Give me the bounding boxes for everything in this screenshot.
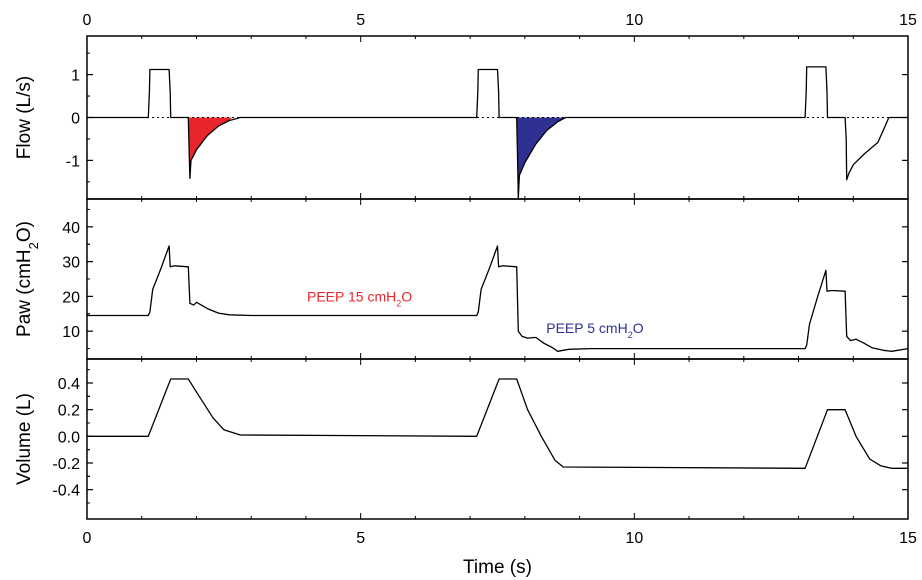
top-x-tick-label: 0 (83, 12, 92, 29)
peep-annotation-2: PEEP 5 cmH2O (546, 320, 643, 340)
bottom-x-tick-label: 5 (356, 530, 365, 547)
bottom-x-tick-label: 10 (625, 530, 643, 547)
paw-y-tick-label: 30 (62, 255, 80, 272)
peep-annotation-1: PEEP 15 cmH2O (307, 289, 412, 309)
panel-paw: 10 20 30 40 Paw (cmH2O) PEEP 15 cmH2O PEEP 5 c… (14, 199, 908, 359)
x-axis-label: Time (s) (463, 557, 532, 578)
flow-fill-1 (188, 118, 232, 179)
volume-y-tick-label: -0.2 (52, 456, 80, 473)
top-x-tick-label: 10 (625, 12, 643, 29)
flow-fill-2 (517, 118, 564, 199)
top-x-tick-label: 15 (899, 12, 917, 29)
volume-y-tick-label: 0.4 (58, 376, 80, 393)
bottom-x-tick-label: 0 (83, 530, 92, 547)
volume-trace (87, 379, 908, 468)
paw-y-tick-label: 40 (62, 220, 80, 237)
flow-y-tick-label: 0 (71, 111, 80, 128)
paw-plot-frame (87, 199, 908, 359)
flow-y-tick-label: 1 (71, 68, 80, 85)
paw-y-axis-label: Paw (cmH2O) (14, 221, 41, 337)
paw-y-tick-label: 10 (62, 324, 80, 341)
volume-y-tick-label: 0.0 (58, 429, 80, 446)
top-x-tick-label: 5 (356, 12, 365, 29)
flow-trace (87, 67, 908, 198)
time-axis-layer: 0 0 5 5 10 10 15 15 Time (s) (83, 12, 917, 578)
volume-y-axis-label: Volume (L) (14, 393, 35, 485)
flow-y-tick-label: -1 (66, 153, 80, 170)
volume-y-tick-label: -0.4 (52, 483, 80, 500)
panel-flow: -1 0 1 Flow (L/s) (14, 36, 908, 199)
bottom-x-tick-label: 15 (899, 530, 917, 547)
volume-y-tick-label: 0.2 (58, 403, 80, 420)
panels-layer: -1 0 1 Flow (L/s) 10 20 30 40 Paw (cmH2O) PEEP 15… (14, 36, 908, 519)
paw-y-tick-label: 20 (62, 289, 80, 306)
panel-volume: -0.4 -0.2 0.0 0.2 0.4 Volume (L) (14, 359, 908, 519)
flow-y-axis-label: Flow (L/s) (14, 76, 35, 159)
paw-trace (87, 246, 908, 351)
